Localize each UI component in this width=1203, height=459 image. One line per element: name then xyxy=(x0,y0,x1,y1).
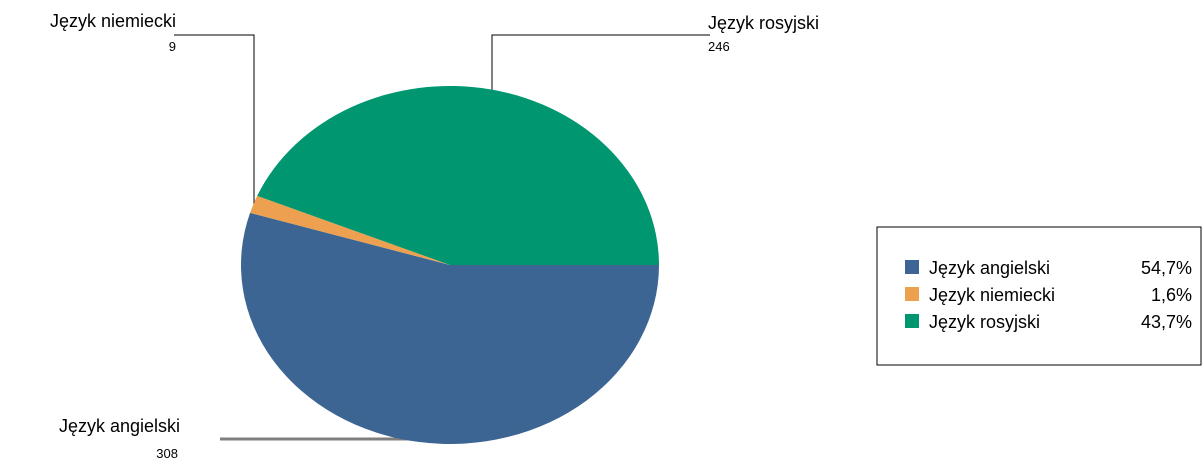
legend-percent-rosyjski: 43,7% xyxy=(1141,312,1192,332)
legend-swatch-niemiecki xyxy=(905,287,919,301)
label-name-niemiecki: Język niemiecki xyxy=(50,11,176,31)
leader-line-niemiecki xyxy=(174,34,255,207)
pie-slice-angielski xyxy=(240,212,659,444)
leader-line-rosyjski xyxy=(491,34,710,92)
label-name-angielski: Język angielski xyxy=(59,416,180,436)
label-value-rosyjski: 246 xyxy=(708,39,730,54)
legend-percent-niemiecki: 1,6% xyxy=(1151,285,1192,305)
legend-swatch-angielski xyxy=(905,260,919,274)
legend-label-angielski: Język angielski xyxy=(929,258,1050,278)
label-value-angielski: 308 xyxy=(156,446,178,459)
pie-slice-niemiecki xyxy=(250,195,450,265)
pie-slice-rosyjski xyxy=(257,85,659,265)
legend-label-rosyjski: Język rosyjski xyxy=(929,312,1040,332)
legend-swatch-rosyjski xyxy=(905,314,919,328)
label-value-niemiecki: 9 xyxy=(169,39,176,54)
legend-percent-angielski: 54,7% xyxy=(1141,258,1192,278)
label-name-rosyjski: Język rosyjski xyxy=(708,13,819,33)
legend-label-niemiecki: Język niemiecki xyxy=(929,285,1055,305)
legend: Język angielski 54,7% Język niemiecki 1,… xyxy=(876,226,1202,366)
legend-box xyxy=(876,226,1202,366)
pie-slices xyxy=(240,85,659,444)
